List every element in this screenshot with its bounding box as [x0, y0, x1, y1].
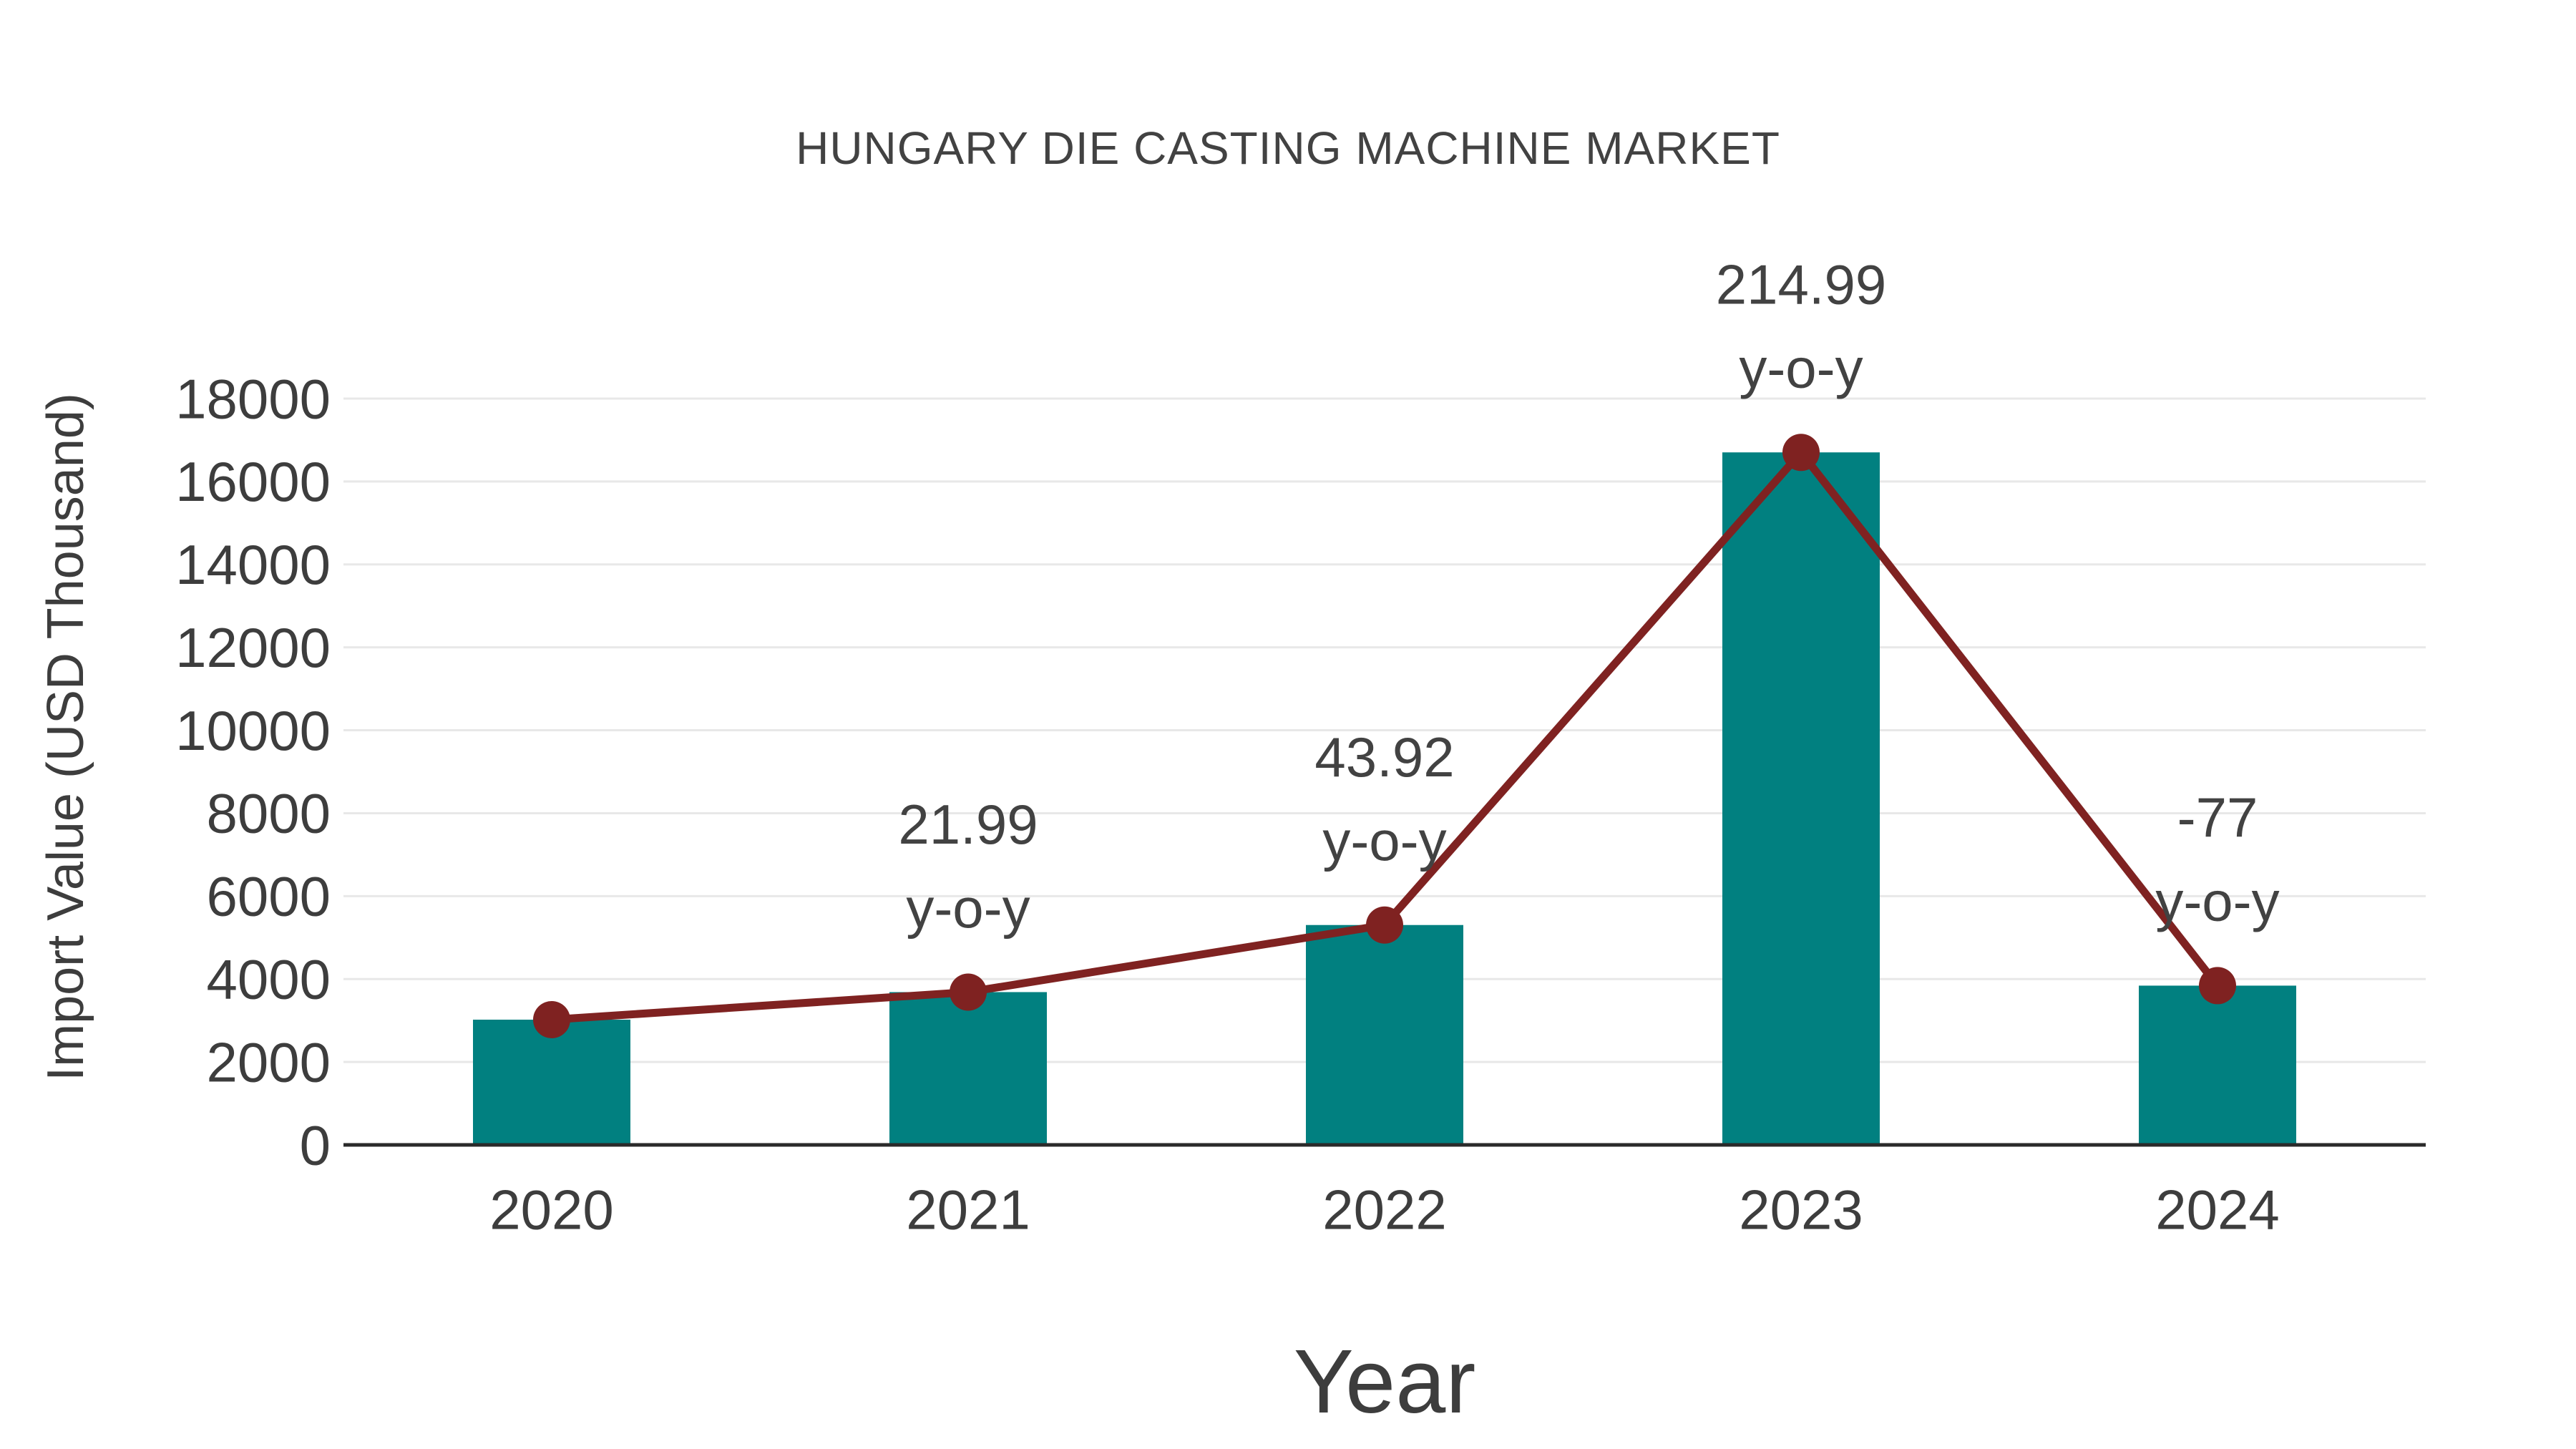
ytick-10000: 10000 — [175, 699, 331, 762]
xtick-2023: 2023 — [1739, 1178, 1863, 1241]
marker-2021 — [950, 973, 987, 1011]
marker-2020 — [533, 1001, 570, 1039]
y-axis-label: Import Value (USD Thousand) — [37, 393, 94, 1081]
chart-title: HUNGARY DIE CASTING MACHINE MARKET — [796, 122, 1780, 174]
xtick-2022: 2022 — [1322, 1178, 1447, 1241]
annotation-2021-value: 21.99 — [898, 793, 1038, 856]
ytick-2000: 2000 — [206, 1030, 331, 1093]
bar-2021 — [889, 992, 1047, 1145]
x-axis-label: Year — [1293, 1331, 1476, 1432]
annotation-2023-yoy: y-o-y — [1739, 337, 1863, 400]
ytick-12000: 12000 — [175, 616, 331, 679]
ytick-0: 0 — [300, 1113, 331, 1176]
annotation-2022-value: 43.92 — [1314, 726, 1454, 789]
annotation-2023-value: 214.99 — [1716, 253, 1887, 316]
ytick-14000: 14000 — [175, 533, 331, 596]
xtick-2021: 2021 — [906, 1178, 1030, 1241]
bar-2020 — [473, 1020, 630, 1145]
marker-2024 — [2199, 967, 2236, 1005]
ytick-4000: 4000 — [206, 948, 331, 1011]
annotation-2021-yoy: y-o-y — [906, 877, 1030, 940]
bar-2023 — [1722, 452, 1880, 1145]
xtick-2024: 2024 — [2155, 1178, 2280, 1241]
ytick-16000: 16000 — [175, 450, 331, 513]
annotation-2024-value: -77 — [2177, 786, 2258, 849]
marker-2022 — [1366, 906, 1403, 944]
annotation-2022-yoy: y-o-y — [1322, 809, 1446, 872]
bar-2024 — [2139, 985, 2296, 1145]
bar-2022 — [1306, 924, 1463, 1145]
xtick-2020: 2020 — [489, 1178, 614, 1241]
marker-2023 — [1782, 434, 1820, 472]
ytick-8000: 8000 — [206, 782, 331, 845]
ytick-18000: 18000 — [175, 367, 331, 430]
ytick-6000: 6000 — [206, 865, 331, 928]
annotation-2024-yoy: y-o-y — [2155, 870, 2279, 933]
